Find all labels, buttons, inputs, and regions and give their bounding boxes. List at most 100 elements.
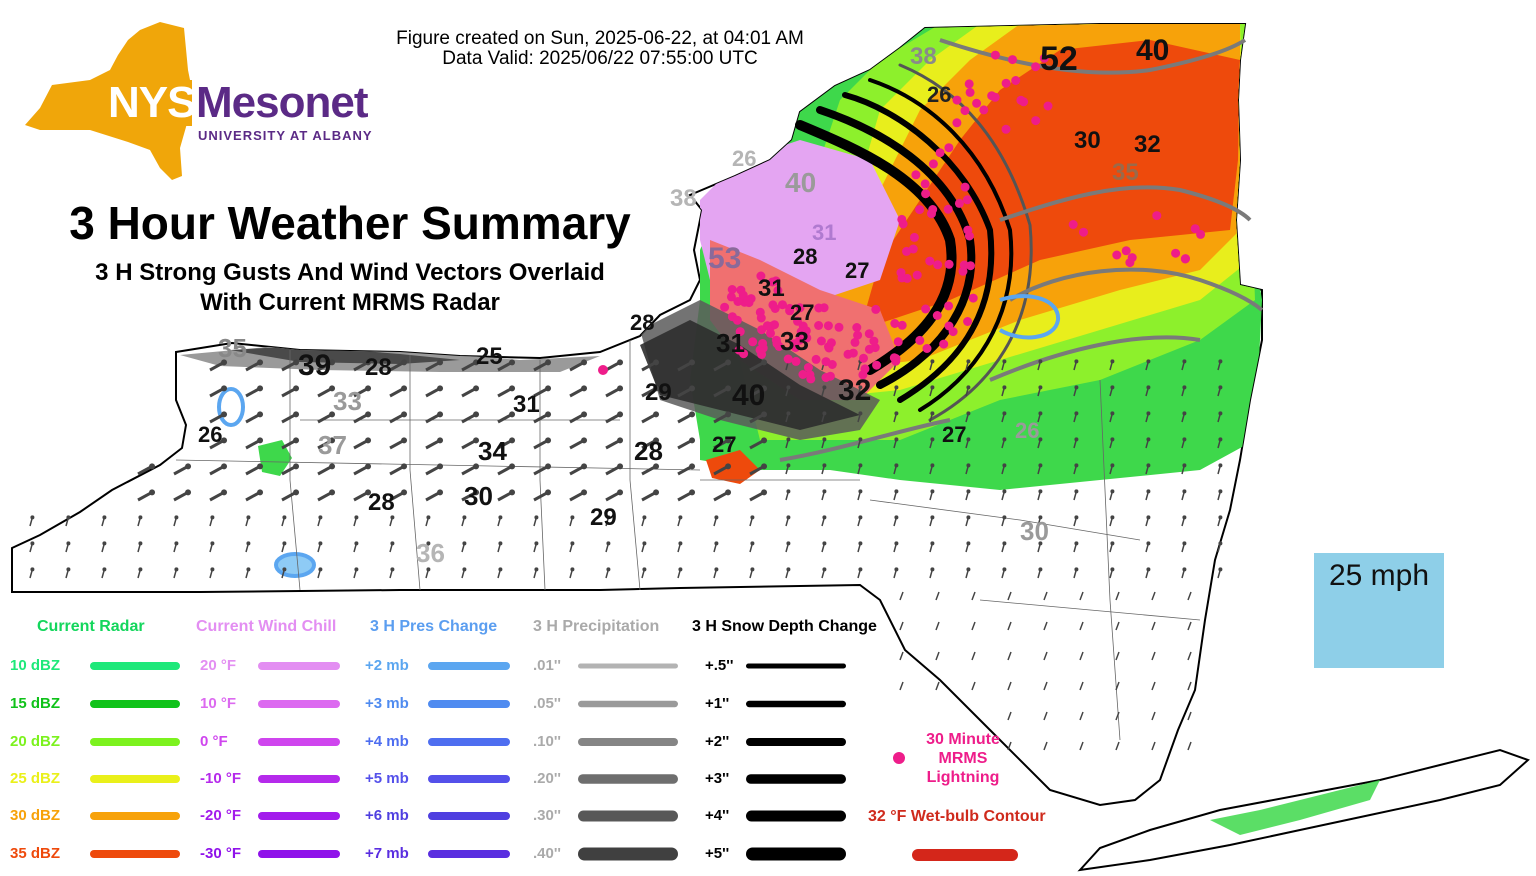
wind-vector-tip (822, 515, 827, 520)
wind-vector-tip (426, 567, 431, 572)
wind-vector-tip (437, 489, 444, 496)
wind-vector-tip (473, 489, 480, 496)
wind-vector (1007, 711, 1012, 721)
wind-vector-tip (66, 515, 71, 520)
wind-vector-tip (570, 567, 575, 572)
wind-vector-tip (894, 515, 899, 520)
legend-item-label: +4 mb (365, 733, 409, 750)
wind-vector-tip (1074, 567, 1079, 572)
wind-vector (1079, 741, 1084, 751)
wind-vector-tip (617, 411, 624, 418)
wind-vector-tip (401, 385, 408, 392)
gust-labels: 39 28 25 31 34 28 30 28 29 26 29 40 27 3… (198, 34, 1169, 568)
wind-vector-tip (1146, 437, 1151, 442)
lightning-dot (783, 354, 793, 364)
lightning-dot (598, 365, 608, 375)
lightning-dot (732, 315, 742, 325)
data-valid-text: Data Valid: 2025/06/22 07:55:00 UTC (442, 48, 758, 69)
lightning-dot (925, 256, 935, 266)
wetbulb-legend-bar (912, 849, 1018, 861)
lightning-dot (814, 321, 824, 330)
wind-vector-tip (509, 489, 516, 496)
lightning-dot (954, 198, 964, 208)
wind-vector-tip (786, 541, 791, 546)
legend-item-label: +5 mb (365, 770, 409, 787)
lightning-dot (864, 344, 874, 354)
wind-vector-tip (689, 359, 696, 366)
wind-vector-tip (1218, 489, 1223, 494)
wind-vector-tip (1002, 489, 1007, 494)
wind-vector-tip (473, 437, 480, 444)
lightning-dot (902, 246, 911, 256)
wind-vector-tip (750, 515, 755, 520)
legend-swatch (746, 700, 846, 708)
lightning-dot (825, 371, 835, 381)
wind-vector-tip (1110, 567, 1115, 572)
lightning-dot (928, 159, 938, 169)
lightning-dot (859, 353, 868, 363)
lightning-dot (1031, 116, 1041, 126)
wind-vector-tip (1002, 437, 1007, 442)
wind-vector-tip (966, 359, 971, 364)
legend-swatch (578, 810, 678, 822)
wind-vector (1115, 651, 1120, 661)
wind-vector-tip (257, 437, 264, 444)
logo-university: UNIVERSITY AT ALBANY (198, 128, 373, 143)
gust-label: 31 (716, 328, 745, 358)
legend-swatch (258, 738, 340, 746)
lightning-dot (963, 225, 973, 235)
legend-swatch (90, 738, 180, 746)
lightning-dot (943, 204, 953, 214)
gust-label: 28 (793, 244, 817, 269)
legend-swatch (428, 775, 510, 783)
wind-vector-tip (1218, 359, 1223, 364)
subtitle-line-1: 3 H Strong Gusts And Wind Vectors Overla… (95, 259, 605, 286)
wind-vector-tip (1182, 463, 1187, 468)
legend-swatch (428, 662, 510, 670)
wind-vector (899, 681, 904, 691)
lightning-dot (963, 317, 973, 326)
wind-vector-tip (689, 411, 696, 418)
lightning-dot (960, 182, 970, 192)
wind-vector-tip (293, 411, 300, 418)
wind-vector-tip (30, 515, 35, 520)
nys-logo-text-backdrop (106, 80, 192, 126)
lightning-dot (922, 344, 932, 353)
wind-vector-tip (221, 411, 228, 418)
wind-vector-tip (1038, 359, 1043, 364)
wind-vector-tip (102, 515, 107, 520)
wind-vector-tip (257, 489, 264, 496)
lightning-dot (823, 321, 833, 331)
wind-vector-tip (365, 463, 372, 470)
wind-vector (1043, 711, 1048, 721)
lightning-dot (1011, 76, 1021, 85)
wind-vector-tip (1110, 489, 1115, 494)
wind-vector-tip (1074, 437, 1079, 442)
wind-vector-tip (581, 411, 588, 418)
lightning-dot (727, 285, 737, 294)
legend-item-label: +7 mb (365, 845, 409, 862)
wind-vector-tip (437, 437, 444, 444)
wind-vector-tip (822, 567, 827, 572)
wind-vector-tip (653, 437, 660, 444)
lightning-dot (920, 179, 930, 189)
wind-vector-tip (473, 463, 480, 470)
wind-vector (899, 591, 904, 601)
wind-vector (935, 621, 940, 631)
wind-vector-tip (678, 515, 683, 520)
lightning-dot (1190, 224, 1200, 234)
lightning-dot (897, 214, 907, 224)
wind-vector-tip (473, 411, 480, 418)
gust-label-gray: 26 (1015, 418, 1039, 443)
wind-vector-tip (714, 515, 719, 520)
wind-vector-tip (509, 359, 516, 366)
legend-swatch (258, 700, 340, 708)
legend-swatch (428, 700, 510, 708)
lightning-dot (795, 335, 804, 345)
lightning-dot (932, 311, 942, 320)
wind-vector-tip (653, 385, 660, 392)
wind-vector-tip (293, 385, 300, 392)
wind-vector-tip (1146, 411, 1151, 416)
wind-vector (1187, 621, 1192, 631)
wind-vector (1187, 741, 1192, 751)
